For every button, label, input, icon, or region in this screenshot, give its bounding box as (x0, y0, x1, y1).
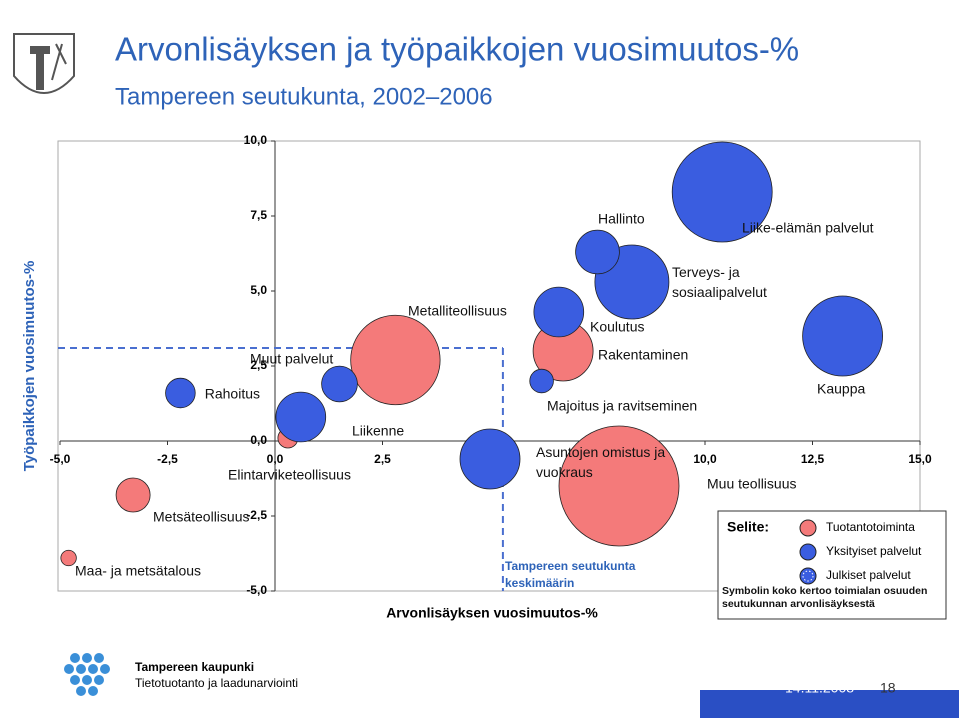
legend-title: Selite: (727, 519, 769, 535)
bubble-label: Muut palvelut (250, 351, 333, 367)
footer-bar (700, 690, 959, 718)
bubble (350, 314, 441, 406)
bubble-label: Rakentaminen (598, 347, 688, 363)
x-tick-label: -2,5 (157, 452, 178, 466)
y-tick-label: -2,5 (246, 508, 267, 522)
legend-box (717, 510, 947, 620)
bubble-label: Kauppa (817, 381, 865, 397)
y-axis-title: Työpaikkojen vuosimuutos-% (21, 261, 38, 472)
y-tick-label: 7,5 (250, 208, 267, 222)
legend-marker (799, 519, 817, 537)
legend-marker (799, 567, 817, 585)
bubble-label-box: Terveys- ja sosiaalipalvelut (672, 264, 767, 300)
bubble-label: Rahoitus (205, 386, 260, 402)
bubble (60, 549, 77, 567)
x-tick-label: 10,0 (693, 452, 717, 466)
bubble (558, 425, 680, 547)
bubble (165, 377, 196, 409)
bubble (529, 368, 554, 394)
plot-frame (57, 140, 921, 592)
footer-page: 18 (880, 680, 896, 696)
bubble-label: Muu teollisuus (707, 476, 797, 492)
y-tick-label: 2,5 (250, 358, 267, 372)
x-tick-label: 0,0 (267, 452, 284, 466)
bubble (115, 477, 151, 513)
legend-marker (799, 543, 817, 561)
bubble (533, 286, 585, 338)
y-tick-label: 0,0 (250, 433, 267, 447)
bubble-label: Liikenne (352, 423, 404, 439)
bubble-label: Asuntojen omistus ja vuokraus (536, 444, 666, 480)
legend-note: Symbolin koko kertoo toimialan osuuden s… (722, 585, 928, 610)
legend-note-box: Symbolin koko kertoo toimialan osuuden s… (722, 585, 928, 610)
bubble (575, 229, 620, 275)
footer-org: Tampereen kaupunki (135, 660, 254, 674)
average-label: Tampereen seutukunta keskimäärin (505, 559, 636, 590)
x-tick-label: 15,0 (908, 452, 932, 466)
bubble-label: Metsäteollisuus (153, 509, 250, 525)
slide-subtitle: Tampereen seutukunta, 2002–2006 (115, 83, 493, 110)
y-tick-label: -5,0 (246, 583, 267, 597)
bubble-label-box: Asuntojen omistus ja vuokraus (536, 444, 666, 480)
bubble (275, 391, 327, 443)
legend-label: Tuotantotoiminta (826, 520, 915, 534)
bubble-label: Elintarviketeollisuus (228, 467, 351, 483)
bubble-label: Koulutus (590, 319, 644, 335)
bubble (459, 428, 521, 490)
x-tick-label: 12,5 (801, 452, 825, 466)
y-tick-label: 5,0 (250, 283, 267, 297)
bubble (321, 365, 358, 403)
footer-unit: Tietotuotanto ja laadunarviointi (135, 676, 298, 690)
legend-marker-dots (802, 570, 814, 582)
slide-title: Arvonlisäyksen ja työpaikkojen vuosimuut… (115, 31, 799, 68)
average-label-box: Tampereen seutukunta keskimäärin (505, 559, 636, 590)
x-axis-title: Arvonlisäyksen vuosimuutos-% (386, 605, 598, 621)
bubble (802, 295, 883, 377)
bubble-label: Liike-elämän palvelut (742, 220, 874, 236)
y-tick-label: 10,0 (244, 133, 268, 147)
x-tick-label: 2,5 (374, 452, 391, 466)
bubble-label: Metalliteollisuus (408, 303, 507, 319)
legend-label: Julkiset palvelut (826, 568, 911, 582)
coat-of-arms (13, 33, 75, 94)
footer-logo (64, 653, 110, 696)
bubble-label: Maa- ja metsätalous (75, 563, 201, 579)
bubble (671, 141, 773, 243)
legend: Selite: Tuotantotoiminta Yksityiset palve… (717, 510, 947, 620)
bubble-label: Hallinto (598, 211, 645, 227)
footer-date: 14.11.2008 (785, 680, 854, 696)
x-tick-label: -5,0 (50, 452, 71, 466)
legend-label: Yksityiset palvelut (826, 544, 922, 558)
bubble-label: Majoitus ja ravitseminen (547, 398, 697, 414)
bubble-label: Terveys- ja sosiaalipalvelut (672, 264, 767, 300)
